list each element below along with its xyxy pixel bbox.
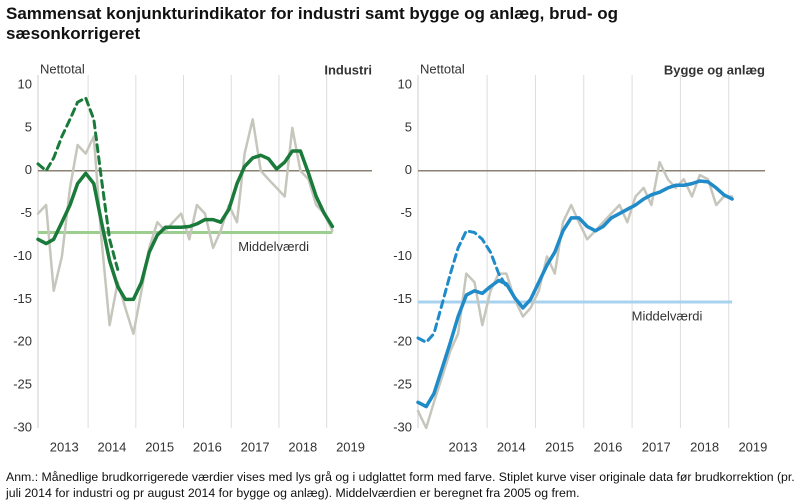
x-tick-label: 2015	[545, 439, 574, 454]
x-tick-label: 2017	[642, 439, 671, 454]
panel-title: Industri	[324, 62, 372, 77]
x-tick-label: 2019	[336, 439, 365, 454]
series-line	[36, 96, 120, 271]
x-tick-label: 2015	[145, 439, 174, 454]
y-tick-label: 0	[25, 162, 32, 177]
y-axis-label: Nettotal	[420, 61, 465, 76]
x-tick-label: 2017	[241, 439, 270, 454]
series-line	[36, 149, 335, 302]
reference-label: Middelværdi	[238, 239, 309, 254]
x-tick-label: 2014	[497, 439, 526, 454]
reference-label: Middelværdi	[632, 308, 703, 323]
y-tick-label: 10	[398, 76, 412, 91]
y-tick-label: -5	[400, 205, 412, 220]
y-tick-label: -30	[13, 419, 32, 434]
series-line	[416, 229, 508, 344]
page-title: Sammensat konjunkturindikator for indust…	[6, 4, 619, 43]
y-tick-label: -30	[393, 419, 412, 434]
x-tick-label: 2013	[448, 439, 477, 454]
x-tick-label: 2016	[193, 439, 222, 454]
x-tick-label: 2018	[288, 439, 317, 454]
y-tick-label: -25	[393, 377, 412, 392]
y-tick-label: -20	[393, 334, 412, 349]
x-tick-label: 2013	[50, 439, 79, 454]
x-tick-label: 2016	[593, 439, 622, 454]
y-tick-label: -15	[393, 291, 412, 306]
series-line	[416, 179, 734, 409]
panel-title: Bygge og anlæg	[664, 62, 765, 77]
x-tick-label: 2019	[738, 439, 767, 454]
footnote: Anm.: Månedlige brudkorrigerede værdier …	[6, 470, 795, 500]
y-tick-label: -10	[393, 248, 412, 263]
y-tick-label: -25	[13, 377, 32, 392]
y-tick-label: 0	[405, 162, 412, 177]
y-tick-label: 10	[18, 76, 32, 91]
y-tick-label: -20	[13, 334, 32, 349]
x-tick-label: 2018	[690, 439, 719, 454]
x-tick-label: 2014	[97, 439, 126, 454]
y-tick-label: -5	[20, 205, 32, 220]
y-tick-label: 5	[405, 119, 412, 134]
y-tick-label: -15	[13, 291, 32, 306]
y-axis-label: Nettotal	[40, 61, 85, 76]
y-tick-label: 5	[25, 119, 32, 134]
y-tick-label: -10	[13, 248, 32, 263]
